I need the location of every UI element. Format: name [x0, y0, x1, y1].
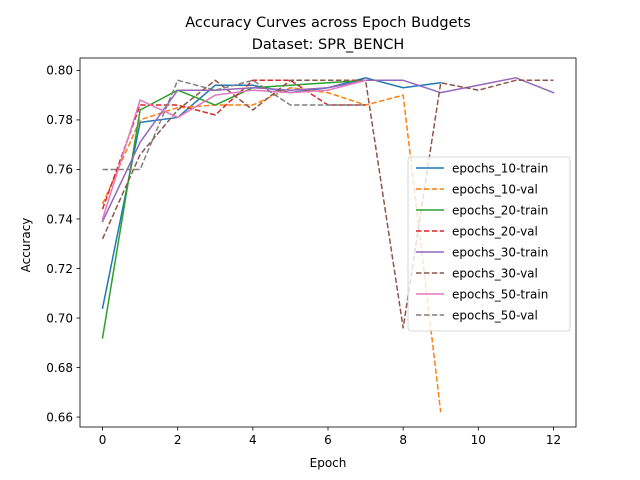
legend-label: epochs_30-val [452, 266, 538, 280]
y-tick-label: 0.66 [46, 410, 73, 424]
series-line-epochs_20-train [101, 79, 367, 339]
series-line-epochs_50-train [101, 79, 367, 220]
y-tick-label: 0.70 [46, 311, 73, 325]
series-line-epochs_30-val [101, 79, 554, 329]
plot-area: 0 2 4 6 8 10 12 0.66 0.68 0.70 0.72 0.74 0.76 0.78 0.8… [46, 57, 577, 447]
y-tick-label: 0.72 [46, 262, 73, 276]
y-axis-label: Accuracy [19, 218, 33, 273]
x-tick-label: 2 [174, 433, 182, 447]
series-line-epochs_20-val [101, 79, 366, 210]
chart-subtitle: Dataset: SPR_BENCH [252, 37, 405, 53]
series-line-epochs_10-val [101, 86, 442, 413]
y-tick-label: 0.76 [46, 163, 73, 177]
legend-label: epochs_50-train [452, 287, 548, 301]
x-tick-label: 0 [99, 433, 107, 447]
x-tick-label: 8 [399, 433, 407, 447]
series-lines [101, 77, 555, 413]
legend-label: epochs_10-train [452, 161, 548, 175]
legend-label: epochs_20-val [452, 224, 538, 238]
x-tick-label: 10 [471, 433, 486, 447]
legend-box [407, 156, 571, 332]
legend-label: epochs_20-train [452, 203, 548, 217]
x-axis-label: Epoch [310, 456, 347, 470]
legend-label: epochs_30-train [452, 245, 548, 259]
chart-title: Accuracy Curves across Epoch Budgets [185, 15, 471, 31]
legend-label: epochs_10-val [452, 182, 538, 196]
series-line-epochs_10-train [101, 77, 442, 310]
legend-label: epochs_50-val [452, 308, 538, 322]
y-tick-label: 0.78 [46, 113, 73, 127]
x-tick-label: 6 [324, 433, 332, 447]
y-tick-label: 0.74 [46, 212, 73, 226]
series-line-epochs_30-train [101, 77, 555, 223]
x-tick-label: 12 [546, 433, 561, 447]
y-tick-label: 0.68 [46, 361, 73, 375]
y-tick-label: 0.80 [46, 64, 73, 78]
series-line-epochs_50-val [102, 79, 366, 171]
x-tick-label: 4 [249, 433, 257, 447]
legend: epochs_10-train epochs_10-val epochs_20-tr… [407, 156, 571, 332]
